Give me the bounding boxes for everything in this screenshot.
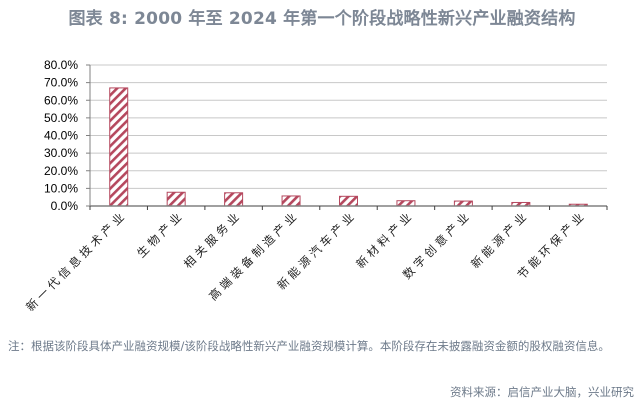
y-tick-label: 0.0% — [51, 199, 79, 213]
gridlines — [90, 64, 607, 189]
x-axis-labels: 新 一 代 信 息 技 术 产 业生 物 产 业相 关 服 务 业高 端 装 备… — [23, 210, 586, 314]
y-tick-label: 80.0% — [44, 58, 78, 72]
x-tick-label: 相 关 服 务 业 — [181, 210, 242, 271]
y-tick-label: 30.0% — [44, 146, 78, 160]
x-tick-label: 新 材 料 产 业 — [353, 210, 414, 271]
bar-chart: 0.0% 10.0% 20.0% 30.0% 40.0% 50.0% 60.0% 70.0% 8… — [23, 58, 608, 314]
y-tick-label: 20.0% — [44, 164, 78, 178]
bar — [281, 195, 301, 207]
source-credit: 资料来源：启信产业大脑，兴业研究 — [450, 385, 634, 399]
y-tick-label: 60.0% — [44, 93, 78, 107]
footnote: 注：根据该阶段具体产业融资规模/该阶段战略性新兴产业融资规模计算。本阶段存在未披… — [8, 339, 610, 353]
y-tick-label: 10.0% — [44, 181, 78, 195]
y-axis-ticks: 0.0% 10.0% 20.0% 30.0% 40.0% 50.0% 60.0% 70.0% 8… — [44, 58, 90, 213]
bar — [396, 200, 416, 207]
x-tick-label: 生 物 产 业 — [134, 210, 184, 260]
bar — [224, 192, 244, 207]
y-tick-label: 50.0% — [44, 111, 78, 125]
bar — [339, 195, 358, 207]
y-tick-label: 70.0% — [44, 76, 78, 90]
bar — [166, 191, 186, 207]
y-tick-label: 40.0% — [44, 129, 78, 143]
x-axis-ticks — [89, 206, 608, 210]
x-tick-label: 新 一 代 信 息 技 术 产 业 — [23, 210, 127, 314]
x-tick-label: 新 能 源 产 业 — [468, 210, 529, 271]
chart-title: 图表 8: 2000 年至 2024 年第一个阶段战略性新兴产业融资结构 — [68, 9, 576, 29]
bar — [109, 87, 129, 207]
